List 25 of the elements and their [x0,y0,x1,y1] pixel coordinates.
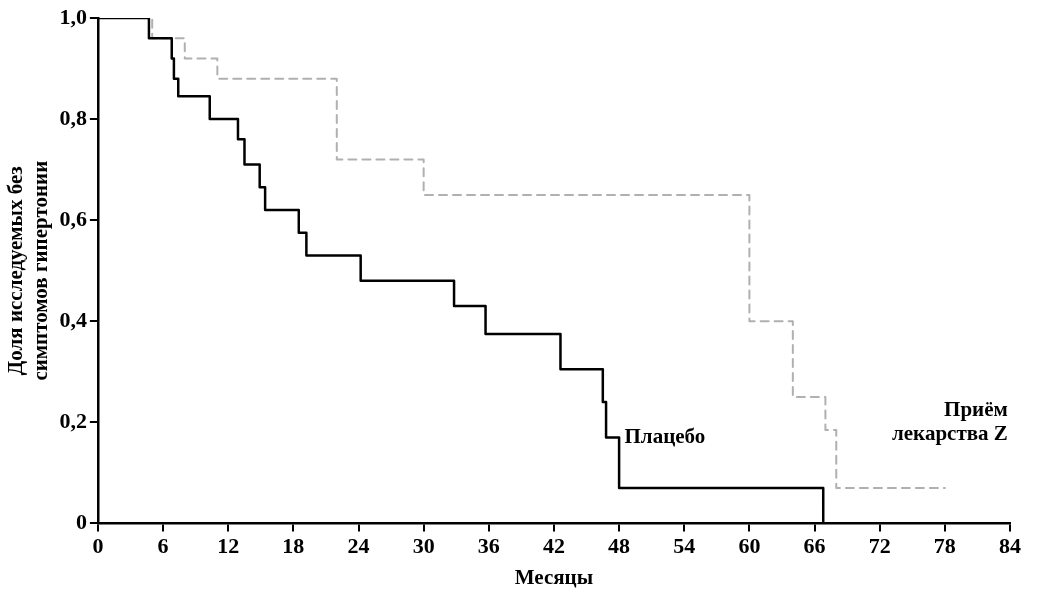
x-tick-label: 84 [999,533,1021,559]
x-tick-label: 42 [542,533,565,559]
x-tick-label: 0 [92,533,104,559]
x-tick-label: 18 [282,533,305,559]
x-tick-label: 12 [217,533,240,559]
x-tick-label: 36 [477,533,500,559]
y-axis-title: Доля исследуемых без симптомов гипертонии [3,160,53,381]
y-tick-label: 0,6 [59,205,87,231]
y-tick-label: 0,2 [59,408,87,434]
x-tick-label: 30 [412,533,435,559]
y-tick-label: 0,4 [59,306,87,332]
x-tick-label: 78 [933,533,956,559]
y-tick-label: 1,0 [59,3,87,29]
y-tick-label: 0,8 [59,104,87,130]
text: Приём лекарства Z [892,396,1008,445]
series-label: Плацебо [624,423,706,448]
x-tick-label: 72 [868,533,891,559]
x-tick-label: 24 [347,533,370,559]
x-tick-label: 54 [673,533,696,559]
x-axis-title: Месяцы [514,564,594,589]
x-tick-label: 6 [157,533,169,559]
x-tick-label: 60 [738,533,761,559]
x-tick-label: 66 [803,533,826,559]
x-tick-label: 48 [608,533,631,559]
y-tick-label: 0 [75,509,87,535]
